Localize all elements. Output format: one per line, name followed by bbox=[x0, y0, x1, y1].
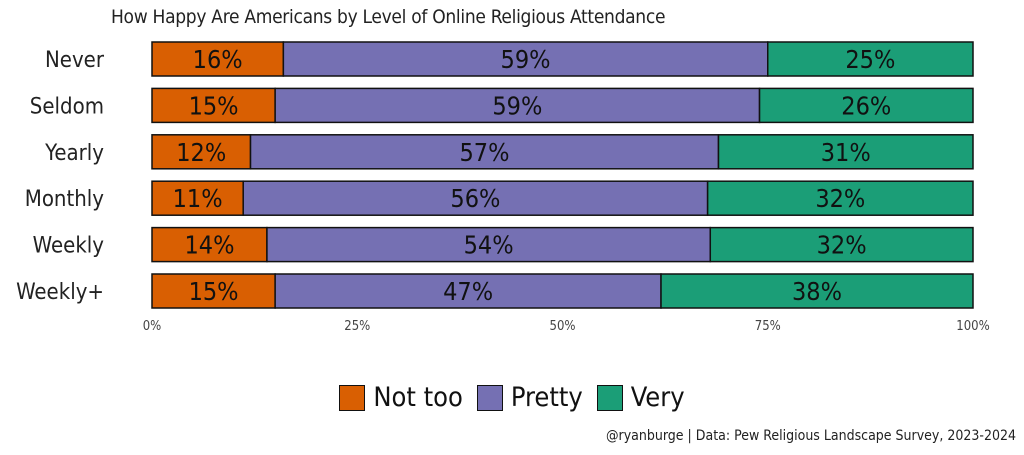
x-tick-label: 75% bbox=[755, 319, 781, 334]
data-label: 16% bbox=[193, 45, 243, 74]
bar-segment bbox=[274, 87, 761, 124]
bar-segment bbox=[249, 134, 720, 170]
x-tick-label: 50% bbox=[550, 319, 576, 334]
data-label: 15% bbox=[189, 91, 239, 120]
legend-label: Pretty bbox=[510, 382, 583, 413]
chart-caption: @ryanburge | Data: Pew Religious Landsca… bbox=[605, 428, 1016, 444]
category-label: Seldom bbox=[30, 94, 104, 119]
data-label: 12% bbox=[176, 138, 226, 167]
category-label: Yearly bbox=[44, 141, 104, 166]
data-label: 11% bbox=[173, 184, 223, 213]
category-label: Weekly bbox=[33, 234, 105, 259]
data-label: 25% bbox=[845, 45, 895, 74]
data-label: 59% bbox=[492, 91, 542, 120]
x-tick-label: 0% bbox=[143, 319, 162, 334]
data-label: 14% bbox=[184, 231, 234, 260]
chart-title: How Happy Are Americans by Level of Onli… bbox=[111, 6, 666, 28]
bar-segment bbox=[660, 273, 974, 309]
bar-segment bbox=[151, 41, 285, 77]
bar-segment bbox=[767, 41, 974, 77]
data-label: 57% bbox=[460, 138, 510, 167]
bar-segment bbox=[706, 180, 974, 216]
legend-label: Very bbox=[630, 382, 685, 413]
bar-segment bbox=[717, 134, 974, 170]
legend-item: Not too bbox=[339, 382, 463, 413]
legend-swatch bbox=[596, 384, 623, 411]
bar-segment bbox=[151, 226, 268, 263]
data-label: 31% bbox=[821, 138, 871, 167]
bar-segment bbox=[242, 180, 709, 216]
bar-segment bbox=[151, 273, 276, 309]
bar-segment bbox=[282, 41, 769, 77]
legend-label: Not too bbox=[373, 382, 463, 413]
data-label: 47% bbox=[443, 277, 493, 306]
category-label: Never bbox=[45, 48, 105, 73]
x-tick-label: 25% bbox=[344, 319, 370, 334]
data-label: 54% bbox=[464, 231, 514, 260]
category-label: Weekly+ bbox=[16, 280, 104, 305]
legend: Not too Pretty Very bbox=[0, 382, 1024, 413]
legend-item: Pretty bbox=[476, 382, 583, 413]
data-label: 56% bbox=[450, 184, 500, 213]
x-tick-label: 100% bbox=[956, 319, 989, 334]
data-label: 59% bbox=[501, 45, 551, 74]
data-label: 32% bbox=[817, 231, 867, 260]
bar-segment bbox=[151, 87, 276, 124]
bar-segment bbox=[709, 226, 974, 263]
data-label: 15% bbox=[189, 277, 239, 306]
data-label: 32% bbox=[815, 184, 865, 213]
legend-swatch bbox=[339, 384, 366, 411]
legend-item: Very bbox=[596, 382, 685, 413]
legend-swatch bbox=[476, 384, 503, 411]
data-label: 38% bbox=[792, 277, 842, 306]
data-label: 26% bbox=[841, 91, 891, 120]
category-label: Monthly bbox=[25, 187, 105, 212]
bar-segment bbox=[758, 87, 974, 124]
bar-segment bbox=[266, 226, 712, 263]
bar-segment bbox=[151, 180, 244, 216]
